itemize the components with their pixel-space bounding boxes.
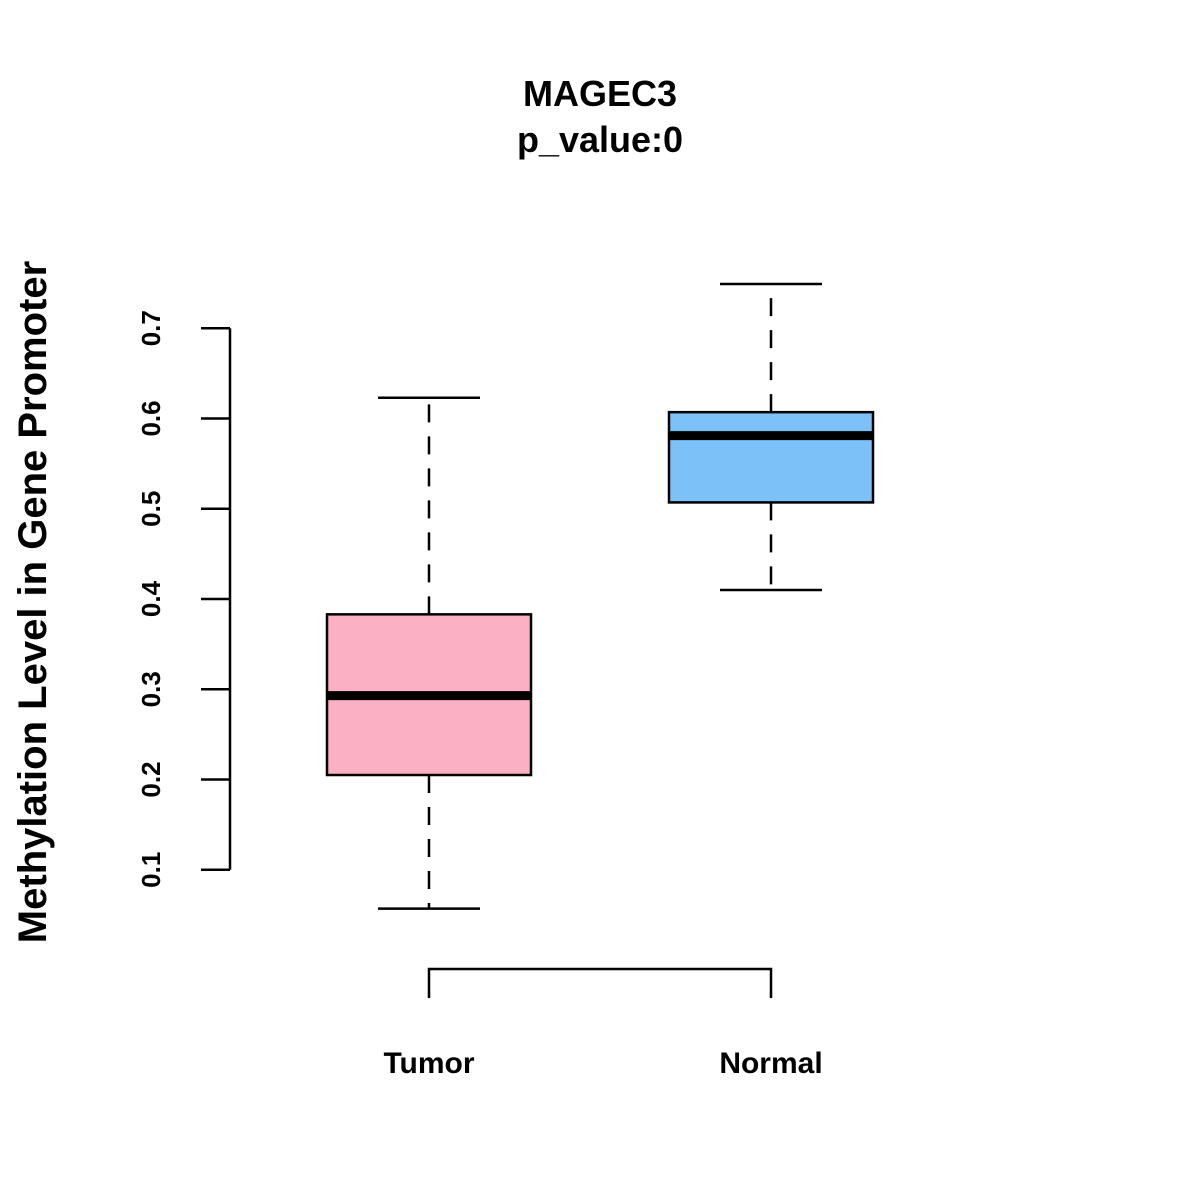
bracket-line (427, 967, 773, 998)
y-tick-label: 0.6 (136, 400, 166, 436)
y-axis-label: Methylation Level in Gene Promoter (11, 261, 55, 943)
chart-subtitle: p_value:0 (517, 119, 683, 160)
box-series (325, 282, 875, 910)
comparison-bracket (427, 967, 773, 998)
x-category-label: Tumor (383, 1047, 474, 1080)
y-tick-label: 0.7 (136, 310, 166, 346)
y-tick-label: 0.3 (136, 671, 166, 707)
y-tick-label: 0.1 (136, 852, 166, 888)
x-category-label: Normal (719, 1047, 822, 1080)
x-category-labels: Tumor Normal (383, 1047, 822, 1080)
y-tick-label: 0.4 (136, 580, 166, 617)
y-tick-label: 0.2 (136, 761, 166, 797)
iqr-box (667, 410, 875, 504)
y-tick-label: 0.5 (136, 491, 166, 527)
chart-title: MAGEC3 (523, 73, 677, 114)
box-tumor (325, 396, 533, 910)
y-axis: 0.1 0.2 0.3 0.4 0.5 0.6 0.7 (136, 310, 232, 888)
box-normal (667, 282, 875, 592)
